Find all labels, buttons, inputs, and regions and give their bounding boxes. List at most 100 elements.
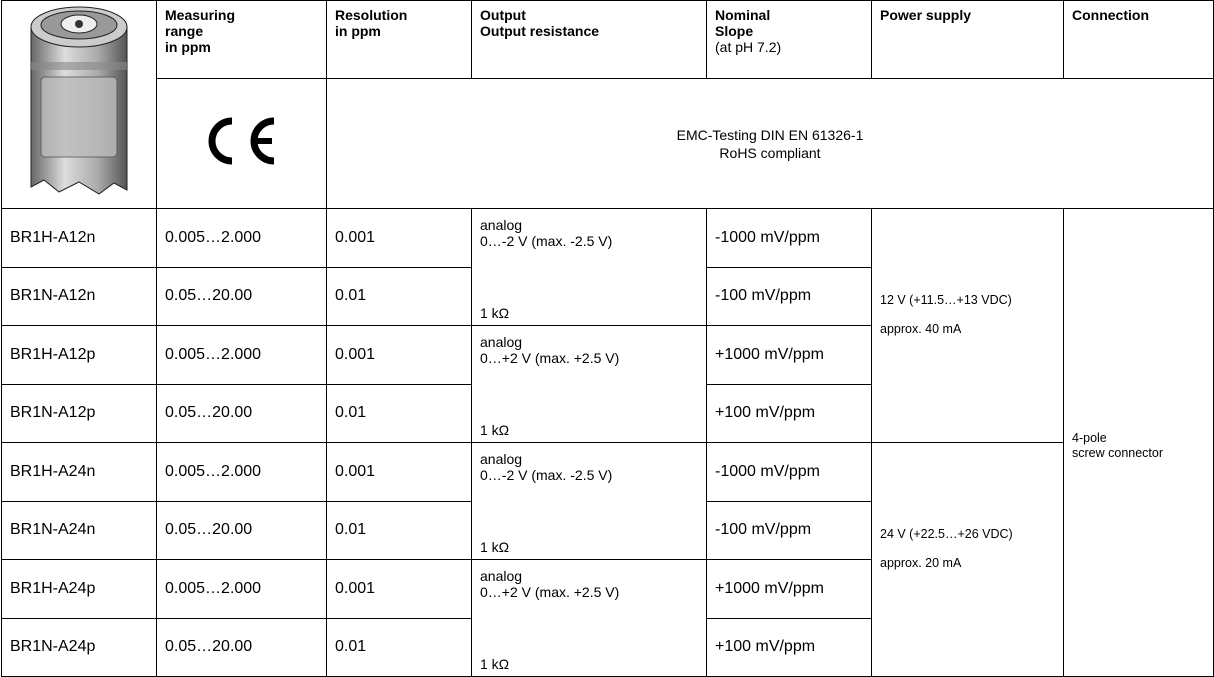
ce-mark (208, 117, 274, 165)
cell: BR1N-A12p (1, 383, 157, 443)
header-text: in ppm (335, 23, 381, 39)
header-text: Output (480, 7, 526, 23)
cell: BR1N-A24p (1, 617, 157, 677)
sensor-icon (30, 6, 128, 195)
cell: 0.01 (326, 383, 472, 443)
output-resistance: 1 kΩ (480, 656, 510, 672)
data-row: BR1N-A12p 0.05…20.00 0.01 +100 mV/ppm (1, 383, 1214, 443)
data-row: BR1H-A12n 0.005…2.000 0.001 analog 0…-2 V (m… (1, 208, 1214, 677)
cell: 0.005…2.000 (156, 325, 327, 385)
output-type: analog (480, 568, 523, 584)
compliance-text: EMC-Testing DIN EN 61326-1 (676, 126, 864, 143)
cell: 0.005…2.000 (156, 442, 327, 502)
output-top: analog 0…+2 V (max. +2.5 V) (480, 568, 698, 600)
output-range: 0…-2 V (max. -2.5 V) (480, 467, 613, 483)
power-voltage: 24 V (+22.5…+26 VDC) (880, 527, 1013, 541)
header-cell: Connection (1063, 0, 1214, 79)
output-cell: analog 0…+2 V (max. +2.5 V) 1 kΩ (471, 559, 707, 677)
cell: BR1N-A12n (1, 266, 157, 326)
output-range: 0…-2 V (max. -2.5 V) (480, 233, 613, 249)
cell: -100 mV/ppm (706, 500, 872, 560)
header-row: Measuring range in ppm Resolution in ppm Ou… (1, 0, 1214, 209)
output-type: analog (480, 334, 523, 350)
header-cell: Resolution in ppm (326, 0, 472, 79)
header-cell: Nominal Slope (at pH 7.2) (706, 0, 872, 79)
output-top: analog 0…-2 V (max. -2.5 V) (480, 451, 698, 483)
header-text: range (165, 23, 204, 39)
cell: BR1H-A24n (1, 442, 157, 502)
header-text: Power supply (880, 7, 972, 23)
header-cell: Measuring range in ppm (156, 0, 327, 79)
power-voltage: 12 V (+11.5…+13 VDC) (880, 293, 1012, 307)
cell: 0.001 (326, 442, 472, 502)
cell: -100 mV/ppm (706, 266, 872, 326)
cell: +100 mV/ppm (706, 617, 872, 677)
output-box: analog 0…+2 V (max. +2.5 V) 1 kΩ (480, 326, 698, 442)
cell: -1000 mV/ppm (706, 442, 872, 502)
power-current: approx. 40 mA (880, 322, 962, 336)
output-box: analog 0…-2 V (max. -2.5 V) 1 kΩ (480, 209, 698, 325)
header-cell: Output Output resistance (471, 0, 707, 79)
header-text: Nominal (715, 7, 771, 23)
output-cell: analog 0…-2 V (max. -2.5 V) 1 kΩ (471, 208, 707, 326)
cell: BR1H-A12p (1, 325, 157, 385)
connection-text: screw connector (1072, 446, 1164, 460)
output-top: analog 0…+2 V (max. +2.5 V) (480, 334, 698, 366)
data-row: BR1H-A24p 0.005…2.000 0.001 analog 0…+2 V (m… (1, 559, 1214, 677)
cell: BR1H-A24p (1, 559, 157, 619)
header-text: Output resistance (480, 23, 600, 39)
output-range: 0…+2 V (max. +2.5 V) (480, 584, 620, 600)
cell: 0.01 (326, 500, 472, 560)
cell: 0.001 (326, 559, 472, 619)
header-cell: Power supply (871, 0, 1064, 79)
header-note: (at pH 7.2) (715, 39, 782, 55)
data-row: BR1H-A12p 0.005…2.000 0.001 analog 0…+2 V (m… (1, 325, 1214, 443)
header-text: Measuring (165, 7, 236, 23)
cell: 0.05…20.00 (156, 617, 327, 677)
output-range: 0…+2 V (max. +2.5 V) (480, 350, 620, 366)
cell: BR1N-A24n (1, 500, 157, 560)
connection-cell: 4-pole screw connector (1063, 208, 1214, 677)
header-text: Connection (1072, 7, 1149, 23)
output-resistance: 1 kΩ (480, 305, 510, 321)
power-cell: 12 V (+11.5…+13 VDC) approx. 40 mA (871, 208, 1064, 443)
cell: 0.005…2.000 (156, 208, 327, 268)
cell: -1000 mV/ppm (706, 208, 872, 268)
cell: 0.001 (326, 325, 472, 385)
header-text: in ppm (165, 39, 211, 55)
sensor-image-cell (1, 0, 157, 209)
output-cell: analog 0…-2 V (max. -2.5 V) 1 kΩ (471, 442, 707, 560)
output-type: analog (480, 217, 523, 233)
cell: 0.01 (326, 617, 472, 677)
output-top: analog 0…-2 V (max. -2.5 V) (480, 217, 698, 249)
output-cell: analog 0…+2 V (max. +2.5 V) 1 kΩ (471, 325, 707, 443)
cell: +1000 mV/ppm (706, 325, 872, 385)
connection-text: 4-pole (1072, 431, 1107, 445)
output-resistance: 1 kΩ (480, 539, 510, 555)
data-rows: BR1H-A12n 0.005…2.000 0.001 analog 0…-2 V (m… (1, 208, 1214, 677)
cell: 0.05…20.00 (156, 500, 327, 560)
compliance-row: EMC-Testing DIN EN 61326-1 RoHS complian… (2, 78, 1214, 209)
data-row: BR1H-A24n 0.005…2.000 0.001 analog 0…-2 V (m… (1, 442, 1214, 677)
power-current: approx. 20 mA (880, 556, 962, 570)
cell: +100 mV/ppm (706, 383, 872, 443)
cell: 0.01 (326, 266, 472, 326)
power-cell: 24 V (+22.5…+26 VDC) approx. 20 mA (871, 442, 1064, 677)
output-type: analog (480, 451, 523, 467)
output-box: analog 0…-2 V (max. -2.5 V) 1 kΩ (480, 443, 698, 559)
header-text: Slope (715, 23, 754, 39)
cell: +1000 mV/ppm (706, 559, 872, 619)
output-box: analog 0…+2 V (max. +2.5 V) 1 kΩ (480, 560, 698, 676)
cell: 0.05…20.00 (156, 266, 327, 326)
data-row: BR1N-A24n 0.05…20.00 0.01 -100 mV/ppm (1, 500, 1214, 560)
header-text: Resolution (335, 7, 408, 23)
cell: 0.001 (326, 208, 472, 268)
output-resistance: 1 kΩ (480, 422, 510, 438)
cell: BR1H-A12n (1, 208, 157, 268)
ce-cell (156, 78, 327, 209)
compliance-text: RoHS compliant (719, 144, 821, 161)
cell: 0.005…2.000 (156, 559, 327, 619)
cell: 0.05…20.00 (156, 383, 327, 443)
